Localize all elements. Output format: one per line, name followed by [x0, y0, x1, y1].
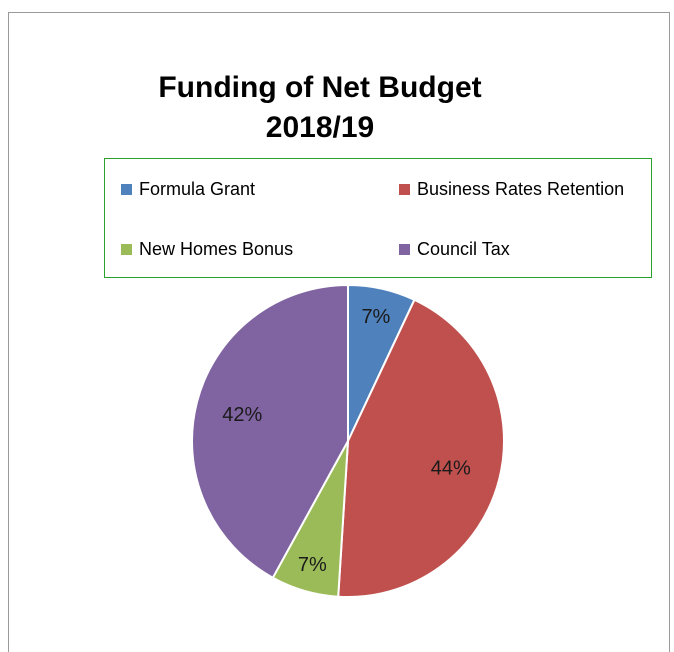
chart-legend: Formula Grant Business Rates Retention N…	[104, 158, 652, 278]
legend-entry-business-rates-retention: Business Rates Retention	[399, 179, 624, 200]
legend-label: Business Rates Retention	[417, 179, 625, 199]
legend-swatch	[121, 244, 132, 255]
legend-swatch	[121, 184, 132, 195]
legend-swatch	[399, 244, 410, 255]
legend-swatch	[399, 184, 410, 195]
data-label-new-homes-bonus: 7%	[298, 554, 327, 576]
pie-slice-council-tax	[191, 283, 349, 580]
legend-entry-formula-grant: Formula Grant	[121, 179, 255, 200]
legend-label: New Homes Bonus	[139, 239, 294, 259]
data-label-formula-grant: 7%	[361, 306, 390, 328]
legend-label: Council Tax	[417, 239, 510, 259]
data-label-business-rates-retention: 44%	[431, 457, 471, 479]
pie-slice-business-rates-retention	[337, 298, 505, 598]
legend-entry-new-homes-bonus: New Homes Bonus	[121, 239, 293, 260]
data-label-council-tax: 42%	[222, 404, 262, 426]
chart-title-line-1: Funding of Net Budget	[158, 71, 482, 104]
chart-title-line-2: 2018/19	[265, 111, 375, 144]
legend-entry-council-tax: Council Tax	[399, 239, 510, 260]
legend-label: Formula Grant	[139, 179, 256, 199]
